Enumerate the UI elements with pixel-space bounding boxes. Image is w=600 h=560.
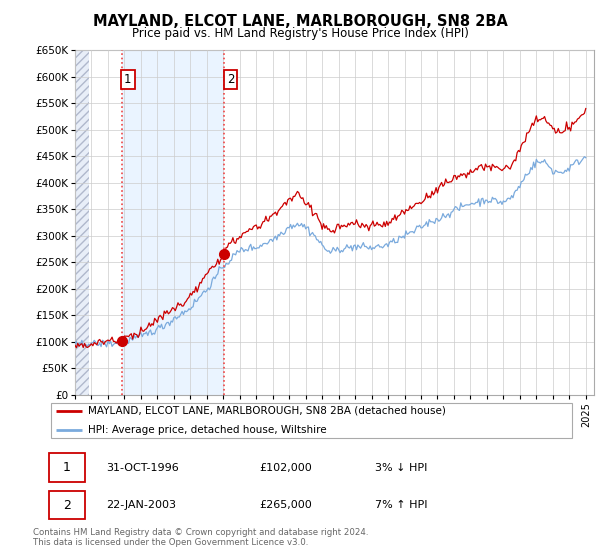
Text: 22-JAN-2003: 22-JAN-2003	[106, 500, 176, 510]
FancyBboxPatch shape	[49, 454, 85, 482]
Text: 2: 2	[227, 73, 234, 86]
Text: 1: 1	[63, 461, 71, 474]
Text: 7% ↑ HPI: 7% ↑ HPI	[376, 500, 428, 510]
Text: £102,000: £102,000	[259, 463, 312, 473]
FancyBboxPatch shape	[49, 491, 85, 519]
Bar	[122, 50, 224, 395]
Text: MAYLAND, ELCOT LANE, MARLBOROUGH, SN8 2BA: MAYLAND, ELCOT LANE, MARLBOROUGH, SN8 2B…	[92, 14, 508, 29]
Text: 2: 2	[63, 498, 71, 512]
Bar	[75, 50, 89, 395]
Text: Contains HM Land Registry data © Crown copyright and database right 2024.
This d: Contains HM Land Registry data © Crown c…	[33, 528, 368, 547]
Text: 3% ↓ HPI: 3% ↓ HPI	[376, 463, 428, 473]
Text: 1: 1	[124, 73, 131, 86]
Text: HPI: Average price, detached house, Wiltshire: HPI: Average price, detached house, Wilt…	[88, 424, 326, 435]
FancyBboxPatch shape	[50, 403, 572, 438]
Text: 31-OCT-1996: 31-OCT-1996	[106, 463, 179, 473]
Text: £265,000: £265,000	[259, 500, 312, 510]
Text: MAYLAND, ELCOT LANE, MARLBOROUGH, SN8 2BA (detached house): MAYLAND, ELCOT LANE, MARLBOROUGH, SN8 2B…	[88, 405, 445, 416]
Text: Price paid vs. HM Land Registry's House Price Index (HPI): Price paid vs. HM Land Registry's House …	[131, 27, 469, 40]
